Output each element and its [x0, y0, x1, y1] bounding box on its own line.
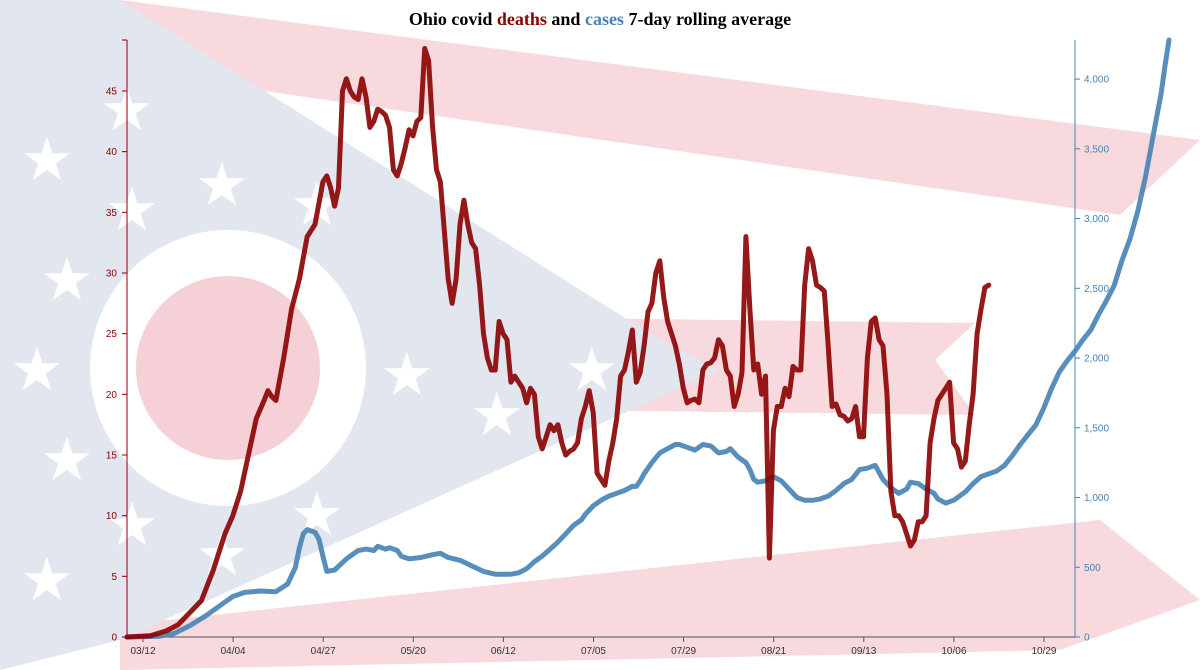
right-y-tick-label: 0 — [1084, 633, 1090, 644]
left-y-tick-label: 20 — [106, 390, 118, 401]
title-deaths-word: deaths — [497, 9, 547, 29]
right-y-tick-label: 3,500 — [1084, 144, 1109, 155]
right-y-tick-label: 3,000 — [1084, 214, 1109, 225]
svg-text:★: ★ — [195, 520, 249, 590]
x-axis-ticks: 03/12 04/04 04/27 05/20 06/12 07/05 07/29 08/21… — [130, 637, 1057, 657]
chart-title: Ohio covid deaths and cases 7-day rollin… — [409, 9, 791, 29]
flag-circle-inner-icon — [136, 276, 320, 460]
deaths-series-line — [124, 46, 992, 640]
title-part2: and — [547, 9, 585, 29]
title-part3: 7-day rolling average — [624, 9, 791, 29]
svg-text:★: ★ — [40, 425, 94, 495]
flag-stripe-top-icon — [0, 0, 1200, 215]
right-y-tick-label: 1,500 — [1084, 423, 1109, 434]
x-tick-label: 10/06 — [941, 646, 966, 657]
x-tick-label: 07/05 — [581, 646, 606, 657]
svg-text:★: ★ — [105, 175, 159, 245]
left-y-tick-label: 15 — [106, 450, 118, 461]
x-tick-label: 07/29 — [671, 646, 696, 657]
svg-text:★: ★ — [105, 490, 159, 560]
right-y-axis-ticks: 0 500 1,000 1,500 2,000 2,500 3,000 3,500 4,000 — [1075, 75, 1109, 644]
left-y-tick-label: 5 — [111, 572, 117, 583]
svg-text:★: ★ — [20, 125, 74, 195]
x-tick-label: 09/13 — [851, 646, 876, 657]
right-y-tick-label: 2,500 — [1084, 284, 1109, 295]
left-y-tick-label: 30 — [106, 268, 118, 279]
x-tick-label: 04/04 — [221, 646, 246, 657]
svg-text:★: ★ — [470, 380, 524, 450]
left-y-tick-label: 45 — [106, 86, 118, 97]
right-y-tick-label: 1,000 — [1084, 493, 1109, 504]
title-part1: Ohio covid — [409, 9, 497, 29]
left-y-tick-label: 35 — [106, 208, 118, 219]
flag-stripe-bottom-icon — [120, 520, 1200, 670]
svg-text:★: ★ — [380, 340, 434, 410]
svg-text:★: ★ — [40, 245, 94, 315]
x-tick-label: 05/20 — [401, 646, 426, 657]
right-y-tick-label: 500 — [1084, 563, 1101, 574]
right-y-tick-label: 4,000 — [1084, 75, 1109, 86]
title-cases-word: cases — [585, 9, 624, 29]
cases-series-line — [124, 37, 1172, 640]
x-tick-label: 04/27 — [311, 646, 336, 657]
x-tick-label: 06/12 — [491, 646, 516, 657]
x-tick-label: 08/21 — [761, 646, 786, 657]
svg-text:★: ★ — [10, 335, 64, 405]
svg-text:★: ★ — [20, 545, 74, 615]
x-tick-label: 03/12 — [130, 646, 155, 657]
left-y-tick-label: 25 — [106, 329, 118, 340]
x-tick-label: 10/29 — [1031, 646, 1056, 657]
left-y-axis-ticks: 0 5 10 15 20 25 30 35 40 45 — [106, 86, 127, 644]
right-y-tick-label: 2,000 — [1084, 354, 1109, 365]
left-y-tick-label: 10 — [106, 511, 118, 522]
left-y-tick-label: 40 — [106, 147, 118, 158]
left-y-tick-label: 0 — [111, 633, 117, 644]
svg-text:★: ★ — [195, 150, 249, 220]
